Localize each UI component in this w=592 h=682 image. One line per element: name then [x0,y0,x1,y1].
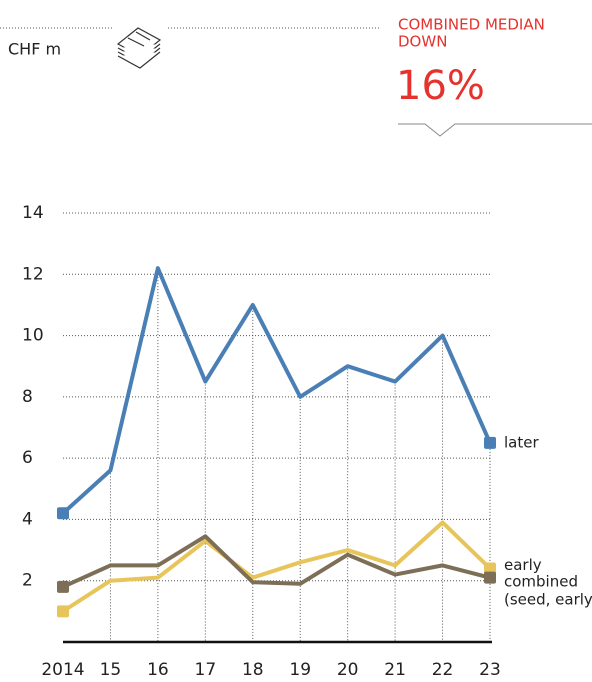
point-marker [57,580,69,593]
y-tick-label: 10 [22,326,44,346]
x-tick-label: 17 [195,660,217,680]
x-tick-label: 18 [242,660,264,680]
unit-label: CHF m [8,40,61,59]
point-marker [484,571,496,584]
series-line [61,266,492,515]
x-tick-label: 2014 [41,660,84,680]
series-label-line: (seed, early) [504,590,592,608]
headline: COMBINED MEDIAN [398,16,545,34]
money-icon [116,27,162,69]
point-marker [484,436,496,449]
x-tick-label: 19 [289,660,311,680]
x-tick-label: 21 [384,660,406,680]
series-label: combined (seed, early) [504,572,592,608]
y-tick-label: 6 [22,448,33,468]
headline: DOWN [398,33,447,51]
series-label: early [504,556,542,574]
series-line [62,534,491,589]
point-marker [484,562,496,575]
point-marker [57,605,69,618]
y-tick-label: 2 [22,571,33,591]
headline-value: 16% [396,63,485,109]
series-label-line: combined [504,572,578,590]
x-tick-label: 15 [100,660,122,680]
x-tick-label: 22 [432,660,454,680]
y-tick-label: 14 [22,203,44,223]
y-tick-label: 4 [22,509,33,529]
callout-rule [398,123,592,137]
x-tick-label: 16 [147,660,169,680]
series-label: later [504,433,539,451]
x-tick-label: 20 [337,660,359,680]
point-marker [57,507,69,520]
y-tick-label: 8 [22,387,33,407]
x-tick-label: 23 [479,660,501,680]
y-tick-label: 12 [22,264,44,284]
series-line [61,520,492,614]
